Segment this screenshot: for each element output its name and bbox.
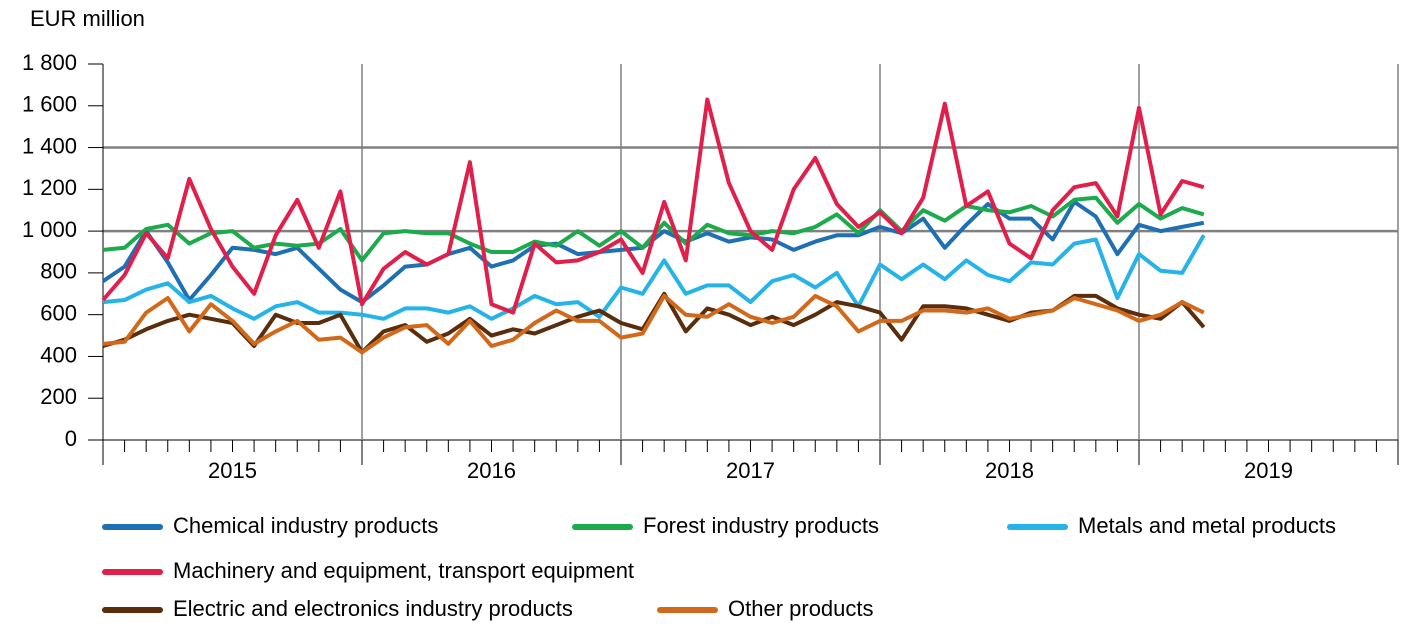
y-tick-label: 800	[40, 259, 77, 284]
series-line	[102, 293, 1205, 355]
y-tick-label: 1 400	[22, 133, 77, 158]
x-tick-label: 2019	[1244, 458, 1293, 483]
y-tick-label: 1 000	[22, 217, 77, 242]
x-tick-label: 2015	[208, 458, 257, 483]
legend-label: Forest industry products	[643, 513, 879, 538]
series-line	[101, 97, 1205, 315]
legend-label: Other products	[728, 596, 874, 621]
y-tick-label: 1 600	[22, 92, 77, 117]
legend-label: Electric and electronics industry produc…	[173, 596, 573, 621]
legend-label: Chemical industry products	[173, 513, 438, 538]
series-line	[102, 234, 1206, 321]
x-tick-label: 2018	[985, 458, 1034, 483]
y-tick-label: 0	[65, 426, 77, 451]
legend-label: Metals and metal products	[1078, 513, 1336, 538]
x-tick-label: 2017	[726, 458, 775, 483]
y-tick-label: 200	[40, 384, 77, 409]
x-tick-label: 2016	[467, 458, 516, 483]
legend-label: Machinery and equipment, transport equip…	[173, 558, 634, 583]
y-axis-label: EUR million	[30, 6, 145, 31]
y-tick-label: 1 200	[22, 175, 77, 200]
y-tick-label: 1 800	[22, 50, 77, 75]
y-tick-label: 400	[40, 342, 77, 367]
series-line	[102, 291, 1206, 355]
y-tick-label: 600	[40, 300, 77, 325]
